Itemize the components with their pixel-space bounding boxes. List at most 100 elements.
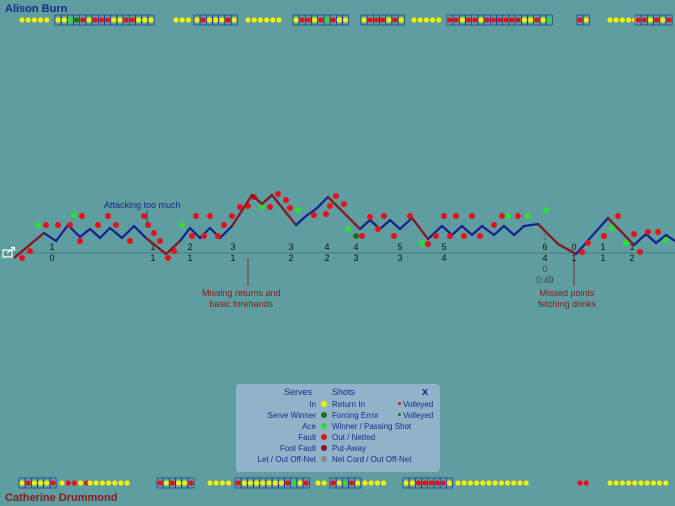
strip-dot (577, 480, 583, 486)
strip-dot (129, 17, 135, 23)
strip-dot (25, 17, 31, 23)
momentum-dot (341, 201, 347, 207)
strip-dot (409, 480, 415, 486)
score-top: 1 (600, 242, 605, 252)
strip-box (665, 14, 673, 26)
strip-dot (446, 480, 452, 486)
strip-dot (453, 17, 459, 23)
strip-dot (251, 17, 257, 23)
momentum-dot (391, 233, 397, 239)
strip-dot (207, 480, 213, 486)
strip-dot (219, 17, 225, 23)
strip-dot (503, 17, 509, 23)
strip-dot (498, 480, 504, 486)
legend-dot-darkgreen (321, 412, 327, 418)
strip-dot (330, 480, 336, 486)
strip-dot (343, 17, 349, 23)
strip-dot (626, 17, 632, 23)
momentum-dot (469, 213, 475, 219)
legend-panel: Serves Shots x In Serve Winner Ace Fault… (236, 384, 440, 472)
strip-dot (472, 17, 478, 23)
momentum-dot (623, 240, 629, 246)
strip-dot (112, 480, 118, 486)
momentum-red-segment (145, 237, 181, 256)
momentum-dot (453, 213, 459, 219)
score-extra: 0 (542, 264, 547, 274)
strip-dot (235, 480, 241, 486)
strip-dot (349, 480, 355, 486)
strip-dot (117, 17, 123, 23)
strip-dot (318, 17, 324, 23)
momentum-dot (35, 222, 41, 228)
momentum-dot (229, 213, 235, 219)
strip-dot (44, 480, 50, 486)
strip-dot (428, 480, 434, 486)
strip-dot (330, 17, 336, 23)
strip-box (354, 477, 362, 489)
momentum-dot (207, 213, 213, 219)
strip-dot (74, 17, 80, 23)
strip-dot (285, 480, 291, 486)
momentum-dot (43, 222, 49, 228)
strip-box (230, 14, 238, 26)
legend-dot-darkred (321, 445, 327, 451)
strip-dot (641, 17, 647, 23)
legend-shot-out: Out / Netted (332, 433, 376, 442)
momentum-dot (477, 233, 483, 239)
strip-dot (509, 17, 515, 23)
strip-dot (59, 480, 65, 486)
strip-dot (374, 480, 380, 486)
score-top: 4 (353, 242, 358, 252)
momentum-dot (189, 233, 195, 239)
strip-dot (61, 17, 67, 23)
strip-dot (342, 480, 348, 486)
share-icon[interactable] (2, 246, 16, 258)
legend-dot-green (321, 423, 327, 429)
score-top: 5 (397, 242, 402, 252)
strip-dot (478, 17, 484, 23)
strip-dot (626, 480, 632, 486)
legend-serves-header: Serves (284, 387, 313, 397)
strip-dot (270, 17, 276, 23)
momentum-dot (201, 233, 207, 239)
strip-dot (67, 17, 73, 23)
strip-dot (423, 17, 429, 23)
momentum-dot (55, 222, 61, 228)
close-icon[interactable]: x (422, 386, 429, 398)
momentum-dot (105, 213, 111, 219)
momentum-dot (525, 213, 531, 219)
strip-dot (373, 17, 379, 23)
score-top: 1 (629, 242, 634, 252)
strip-dot (644, 480, 650, 486)
score-bottom: 1 (150, 253, 155, 263)
strip-dot (422, 480, 428, 486)
strip-dot (436, 17, 442, 23)
momentum-dot (407, 213, 413, 219)
strip-dot (38, 17, 44, 23)
strip-dot (65, 480, 71, 486)
strip-dot (480, 480, 486, 486)
strip-dot (666, 17, 672, 23)
strip-dot (297, 480, 303, 486)
strip-dot (247, 480, 253, 486)
momentum-dot (295, 207, 301, 213)
momentum-dot (67, 222, 73, 228)
strip-dot (455, 480, 461, 486)
strip-dot (459, 17, 465, 23)
momentum-dot (543, 207, 549, 213)
momentum-dot (221, 222, 227, 228)
strip-dot (511, 480, 517, 486)
strip-dot (299, 17, 305, 23)
momentum-dot (375, 226, 381, 232)
strip-box (302, 477, 310, 489)
score-bottom: 4 (542, 253, 547, 263)
momentum-dot (579, 249, 585, 255)
strip-dot (266, 480, 272, 486)
momentum-dot (193, 213, 199, 219)
strip-dot (225, 17, 231, 23)
strip-dot (142, 17, 148, 23)
momentum-dot (345, 226, 351, 232)
strip-dot (380, 17, 386, 23)
momentum-dot (165, 255, 171, 261)
